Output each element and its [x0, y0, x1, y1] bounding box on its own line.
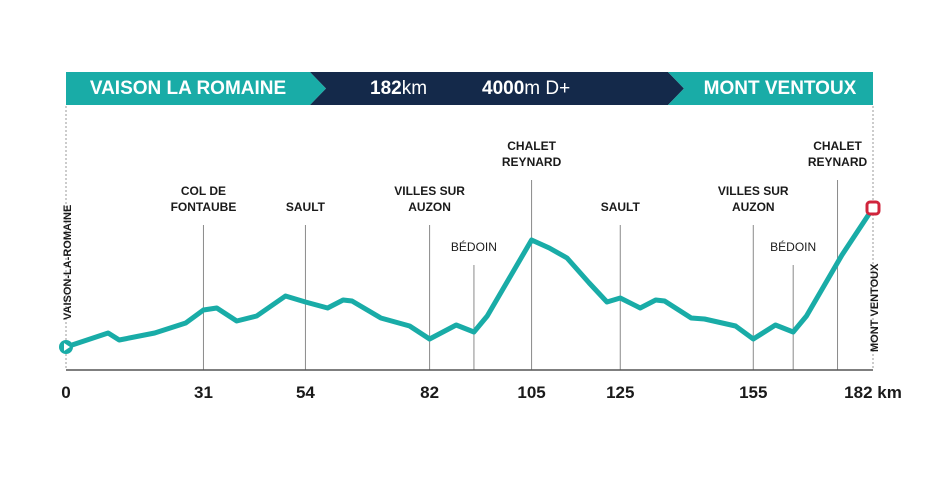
- waypoint-label: AUZON: [732, 200, 775, 214]
- header-climb: 4000m D+: [482, 78, 570, 99]
- waypoint-label: BÉDOIN: [770, 239, 816, 254]
- start-marker-arrow: [64, 343, 70, 351]
- waypoint-label: BÉDOIN: [451, 239, 497, 254]
- x-tick-label: 54: [296, 383, 315, 402]
- x-tick-label: 0: [61, 383, 70, 402]
- waypoint-label: FONTAUBE: [171, 200, 237, 214]
- waypoint-label: REYNARD: [502, 155, 562, 169]
- start-label: VAISON-LA-ROMAINE: [62, 205, 74, 320]
- end-label: MONT VENTOUX: [869, 263, 881, 352]
- distance-value: 182: [370, 78, 402, 99]
- x-tick-label: 125: [606, 383, 634, 402]
- elevation-profile: [63, 205, 876, 350]
- waypoint-label: SAULT: [286, 200, 326, 214]
- x-tick-label: 155: [739, 383, 767, 402]
- end-marker: [865, 200, 881, 216]
- x-tick-label: 82: [420, 383, 439, 402]
- waypoint-label: VILLES SUR: [718, 184, 789, 198]
- header-distance: 182km: [370, 78, 427, 99]
- waypoint-label: REYNARD: [808, 155, 868, 169]
- distance-unit: km: [402, 78, 427, 99]
- climb-unit: m D+: [524, 78, 570, 99]
- waypoint-label: CHALET: [507, 139, 556, 153]
- waypoint-label: VILLES SUR: [394, 184, 465, 198]
- x-tick-label: 31: [194, 383, 213, 402]
- climb-value: 4000: [482, 78, 524, 99]
- x-tick-label: 182 km: [844, 383, 902, 402]
- waypoint-label: COL DE: [181, 184, 226, 198]
- header-finish-panel: [668, 72, 873, 105]
- header-middle-panel: [310, 72, 684, 105]
- waypoint-label: CHALET: [813, 139, 862, 153]
- x-tick-label: 105: [517, 383, 545, 402]
- waypoint-label: SAULT: [601, 200, 641, 214]
- waypoint-label: AUZON: [408, 200, 451, 214]
- header-start-panel: [66, 72, 326, 105]
- header-finish: MONT VENTOUX: [704, 78, 857, 99]
- header-start: VAISON LA ROMAINE: [90, 78, 286, 99]
